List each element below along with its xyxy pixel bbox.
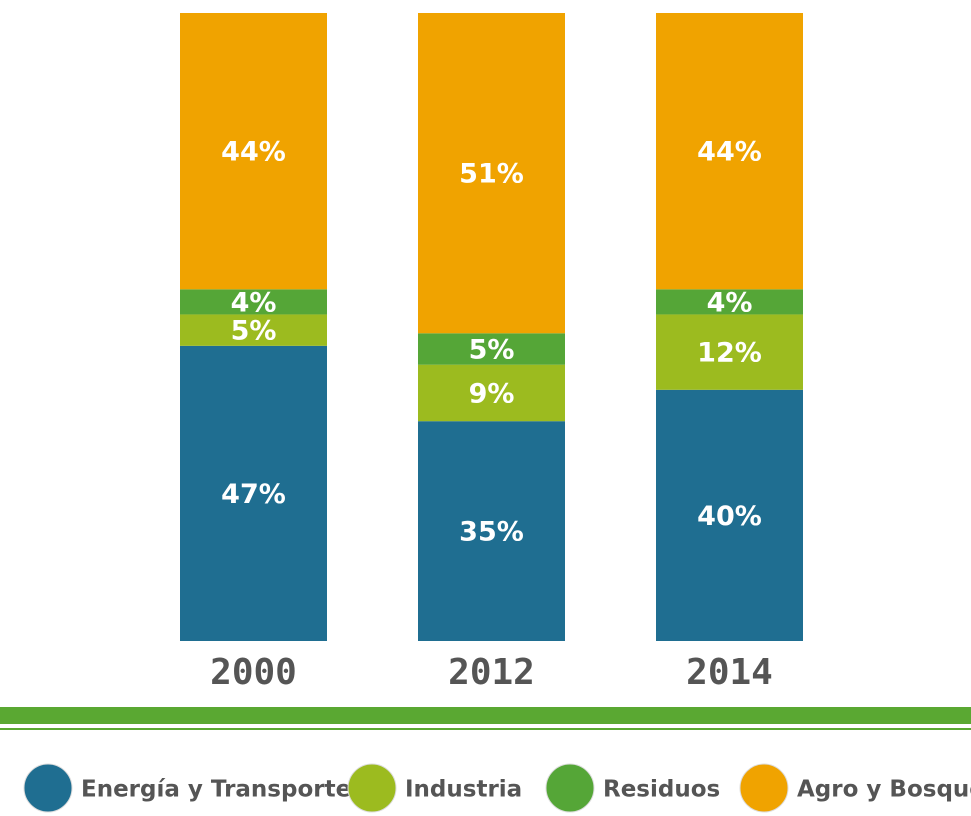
value-label: 5%	[469, 334, 515, 365]
bar-segment	[656, 314, 803, 390]
value-label: 5%	[231, 316, 277, 347]
value-label: 44%	[221, 137, 286, 168]
bar-segment	[418, 333, 565, 365]
legend-swatch	[23, 763, 73, 813]
legend-swatch	[347, 763, 397, 813]
value-label: 4%	[231, 287, 277, 318]
value-label: 35%	[459, 517, 524, 548]
bar-segment	[418, 421, 565, 641]
x-tick-label: 2014	[686, 652, 773, 693]
divider-thin	[0, 728, 971, 730]
legend-label: Energía y Transporte	[81, 777, 351, 803]
x-tick-label: 2000	[210, 652, 297, 693]
value-label: 40%	[697, 501, 762, 532]
divider	[0, 707, 971, 724]
value-label: 47%	[221, 479, 286, 510]
legend-swatch	[545, 763, 595, 813]
bar-segment	[418, 13, 565, 334]
bar-segment	[656, 289, 803, 315]
bar-segment	[180, 314, 327, 346]
legend-label: Residuos	[603, 777, 720, 803]
legend-swatch	[739, 763, 789, 813]
value-label: 51%	[459, 159, 524, 190]
bar-segment	[418, 364, 565, 422]
bar-segment	[180, 289, 327, 315]
legend-label: Industria	[405, 777, 522, 803]
value-label: 9%	[469, 378, 515, 409]
value-label: 4%	[707, 287, 753, 318]
value-label: 44%	[697, 137, 762, 168]
legend-label: Agro y Bosques	[797, 777, 971, 803]
bar-segment	[656, 13, 803, 290]
x-tick-label: 2012	[448, 652, 535, 693]
bar-segment	[656, 389, 803, 641]
bar-segment	[180, 345, 327, 641]
value-label: 12%	[697, 338, 762, 369]
bar-segment	[180, 13, 327, 290]
